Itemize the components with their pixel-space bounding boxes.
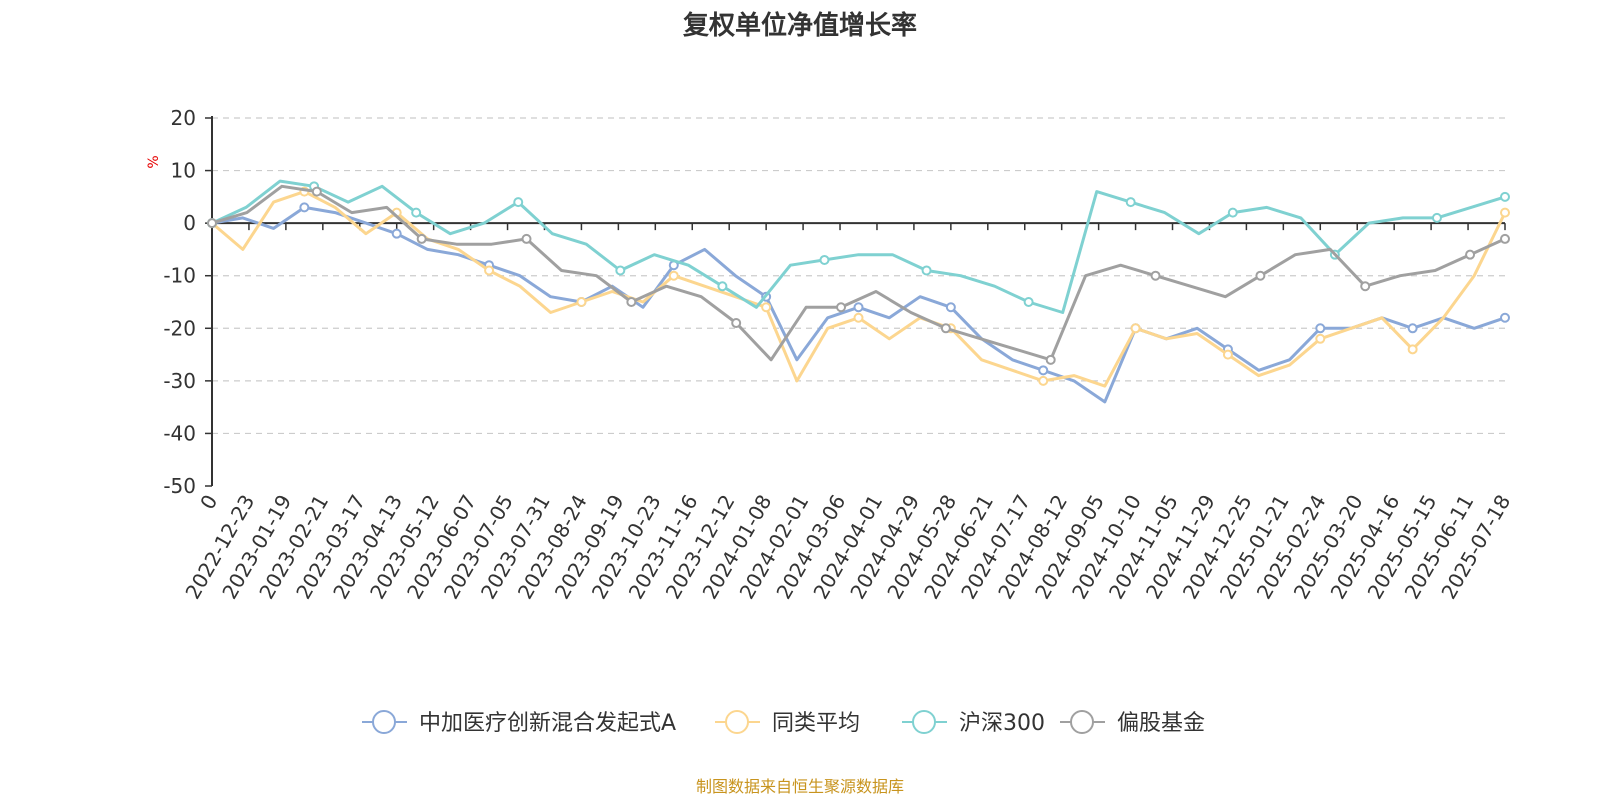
series-point-1 xyxy=(1315,333,1326,344)
series-line-3 xyxy=(211,184,1506,362)
legend-marker xyxy=(912,710,936,734)
y-tick-label: -20 xyxy=(163,316,196,340)
y-axis-ticks: 20 10 0 -10 -20 -30 -40 -50 xyxy=(163,106,212,498)
series-point-1 xyxy=(668,270,679,281)
series-point-3 xyxy=(311,186,322,197)
series-point-1 xyxy=(1222,349,1233,360)
series-point-3 xyxy=(521,233,532,244)
y-tick-label: -40 xyxy=(163,421,196,445)
series-point-3 xyxy=(1500,233,1510,244)
series-point-3 xyxy=(1465,249,1476,260)
x-axis-ticks: 02022-12-232023-01-192023-02-212023-03-1… xyxy=(180,223,1515,603)
series-point-1 xyxy=(576,297,587,307)
series-point-2 xyxy=(1500,191,1510,202)
series-point-3 xyxy=(416,233,427,244)
series-point-2 xyxy=(615,265,626,276)
legend-label: 中加医疗创新混合发起式A xyxy=(419,711,676,736)
grid-lines xyxy=(212,117,1505,435)
series-point-3 xyxy=(1255,270,1266,281)
y-tick-label: -10 xyxy=(163,264,196,288)
x-tick-label: 0 xyxy=(195,491,222,514)
series-point-1 xyxy=(484,265,495,276)
series-point-0 xyxy=(853,302,864,313)
series-point-2 xyxy=(1431,212,1442,223)
legend-label: 偏股基金 xyxy=(1117,711,1205,736)
series-point-2 xyxy=(1227,207,1238,218)
series-point-3 xyxy=(207,218,217,229)
y-tick-label: -50 xyxy=(163,474,196,498)
legend-item-0[interactable]: 中加医疗创新混合发起式A xyxy=(362,710,676,736)
series-point-1 xyxy=(1038,375,1049,386)
legend-label: 沪深300 xyxy=(959,711,1045,736)
series-point-0 xyxy=(945,302,956,313)
y-tick-label: 10 xyxy=(171,159,196,183)
y-tick-label: -30 xyxy=(163,369,196,393)
series-point-3 xyxy=(1045,354,1056,365)
series-point-2 xyxy=(411,207,422,218)
series-point-3 xyxy=(940,323,951,334)
legend[interactable]: 中加医疗创新混合发起式A 同类平均 沪深300 偏股基金 xyxy=(362,710,1205,736)
series-line-2 xyxy=(211,179,1506,314)
series-point-0 xyxy=(391,228,402,239)
series-point-1 xyxy=(1500,207,1510,218)
legend-item-3[interactable]: 偏股基金 xyxy=(1060,710,1205,736)
series-point-2 xyxy=(717,281,728,292)
y-tick-label: 0 xyxy=(183,211,196,235)
legend-item-1[interactable]: 同类平均 xyxy=(715,710,860,736)
series-point-1 xyxy=(853,312,864,323)
series-point-0 xyxy=(299,202,310,213)
series-line-1 xyxy=(211,190,1507,388)
series-point-3 xyxy=(836,302,847,313)
series-point-1 xyxy=(1407,344,1418,355)
legend-marker xyxy=(372,710,396,734)
series-point-3 xyxy=(626,297,637,307)
series-point-0 xyxy=(1407,323,1418,334)
series-point-2 xyxy=(513,197,524,208)
axes xyxy=(211,116,1505,486)
y-axis-unit: % xyxy=(146,155,162,168)
series-point-2 xyxy=(1125,197,1136,208)
legend-item-2[interactable]: 沪深300 xyxy=(902,710,1045,736)
series-point-3 xyxy=(1360,281,1371,292)
series-point-2 xyxy=(819,254,830,265)
series-point-2 xyxy=(1023,297,1034,307)
source-note: 制图数据来自恒生聚源数据库 xyxy=(696,777,904,796)
series-lines xyxy=(207,179,1510,404)
series-point-0 xyxy=(1038,365,1049,376)
legend-marker xyxy=(1070,710,1094,734)
chart-title: 复权单位净值增长率 xyxy=(683,10,917,41)
series-point-1 xyxy=(1130,323,1141,334)
legend-marker xyxy=(725,710,749,734)
series-point-3 xyxy=(1150,270,1161,281)
series-point-0 xyxy=(1500,312,1510,323)
series-point-2 xyxy=(921,265,932,276)
legend-label: 同类平均 xyxy=(772,711,860,736)
series-point-3 xyxy=(731,318,742,329)
y-tick-label: 20 xyxy=(171,106,196,130)
series-point-1 xyxy=(761,302,772,313)
series-point-0 xyxy=(1315,323,1326,334)
